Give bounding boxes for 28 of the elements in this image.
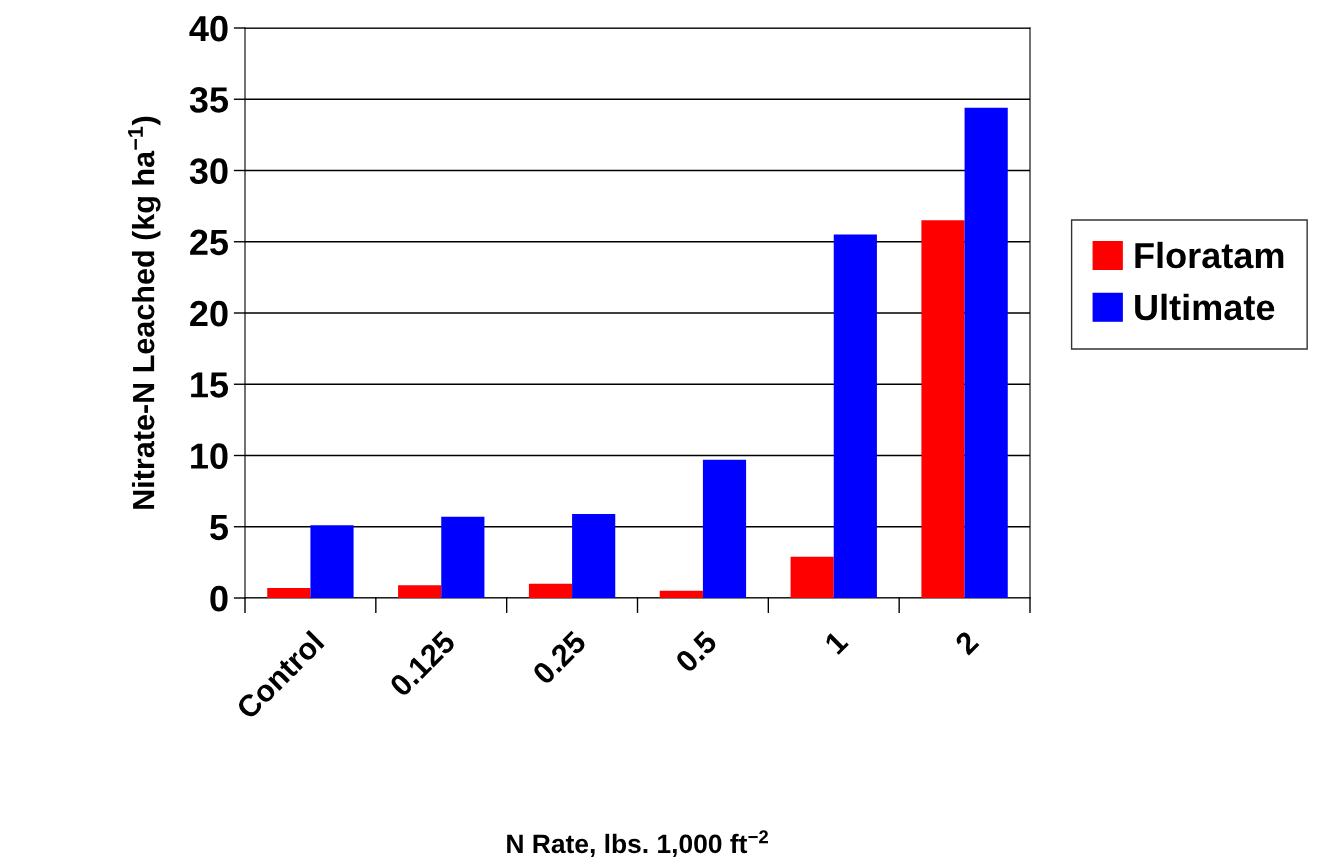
y-tick-label: 30 bbox=[189, 158, 228, 184]
bar bbox=[659, 590, 703, 598]
y-tick-label: 0 bbox=[210, 585, 228, 612]
y-tick-label: 20 bbox=[190, 300, 228, 327]
legend-label: Ultimate bbox=[1135, 293, 1275, 321]
x-tick-label: 1 bbox=[823, 629, 849, 655]
bar bbox=[267, 588, 311, 598]
bar bbox=[572, 513, 616, 598]
bar bbox=[398, 585, 442, 598]
bar bbox=[790, 556, 834, 598]
y-axis-title: Nitrate-N Leached (kg ha$^{−1}$) bbox=[128, 116, 161, 509]
y-tick-label: 15 bbox=[191, 372, 229, 398]
x-axis-title: N Rate, lbs. 1,000 ft$^{−2}$ bbox=[507, 830, 768, 858]
y-tick-label: 5 bbox=[210, 514, 229, 541]
x-tick-label: 0.5 bbox=[674, 629, 719, 674]
bar bbox=[702, 459, 747, 598]
y-tick-label: 10 bbox=[191, 443, 228, 469]
bar bbox=[528, 583, 573, 598]
bar bbox=[833, 234, 877, 598]
bar bbox=[441, 516, 485, 598]
bar bbox=[921, 220, 965, 598]
x-tick-label: 2 bbox=[953, 629, 980, 656]
y-tick-label: 35 bbox=[189, 87, 229, 113]
legend-label: Floratam bbox=[1135, 241, 1284, 269]
bar bbox=[310, 525, 354, 598]
y-tick-label: 25 bbox=[190, 229, 229, 256]
bar bbox=[964, 107, 1008, 598]
y-tick-label: 40 bbox=[189, 15, 228, 42]
